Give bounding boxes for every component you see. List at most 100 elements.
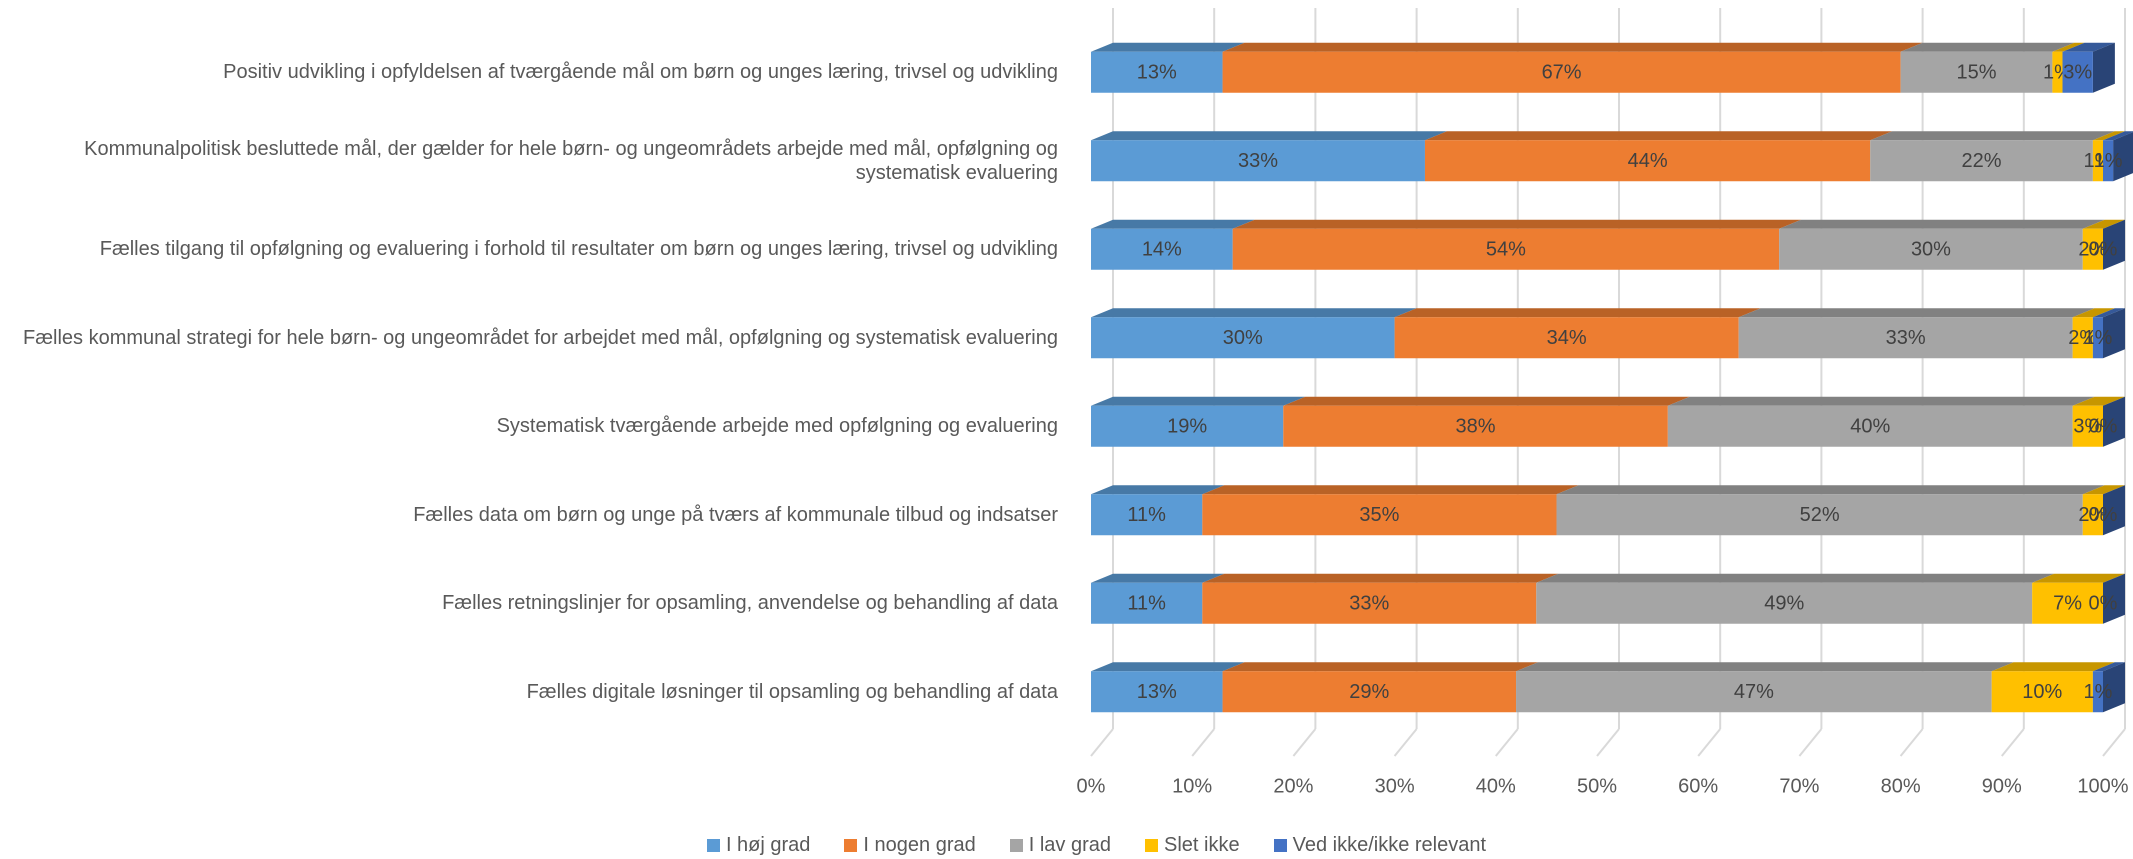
data-label: 14% <box>1142 239 1182 261</box>
bar-top <box>1091 308 1417 318</box>
data-label: 33% <box>1349 593 1389 615</box>
data-label: 11% <box>1127 504 1166 526</box>
legend-label: I lav grad <box>1028 834 1112 856</box>
bar-top <box>1394 308 1761 318</box>
bar-top <box>1870 131 2115 141</box>
bar-segment <box>1870 131 2115 182</box>
legend-label: I nogen grad <box>863 834 976 856</box>
bar-segment <box>2092 131 2125 182</box>
x-tick-label: 100% <box>2077 775 2128 797</box>
bar-top <box>1900 42 2075 52</box>
bar-top <box>1283 396 1690 406</box>
category-label: Systematisk tværgående arbejde med opføl… <box>496 415 1058 438</box>
grid-floor-line <box>2102 728 2126 757</box>
x-tick-label: 10% <box>1172 775 1212 797</box>
bar-front <box>1202 494 1557 536</box>
legend-swatch <box>1273 839 1287 852</box>
data-label: 15% <box>1956 62 1996 84</box>
bar-segment <box>1202 573 1559 624</box>
bar-top <box>2052 42 2085 52</box>
bar-front <box>1394 317 1739 359</box>
category-label: Fælles data om børn og unge på tværs af … <box>413 503 1058 526</box>
legend-label: Slet ikke <box>1164 834 1240 856</box>
bar-front <box>2072 405 2103 447</box>
legend-item: I høj grad <box>706 834 811 857</box>
bar-front <box>1091 228 1233 270</box>
bar-top <box>1091 219 1255 229</box>
bar-segment <box>1667 396 2095 447</box>
bar-top <box>2103 131 2133 141</box>
grid-floor-line <box>1393 728 1418 757</box>
data-label: 19% <box>1167 416 1207 438</box>
bar-front <box>1091 317 1395 359</box>
bar-segment <box>1516 662 2014 713</box>
legend-swatch <box>844 839 858 852</box>
legend-label: I høj grad <box>725 834 811 856</box>
data-label: 33% <box>1238 150 1278 172</box>
bar-segment <box>2103 573 2125 624</box>
bar-top <box>1536 573 2055 583</box>
category-label: Fælles kommunal strategi for hele børn- … <box>23 326 1058 349</box>
data-label: 11% <box>1127 593 1166 615</box>
bar-front <box>1536 582 2033 624</box>
bar-front <box>2072 317 2093 359</box>
bar-front <box>1091 494 1203 536</box>
grid-floor-line <box>1495 728 1519 757</box>
bar-segment <box>2072 308 2115 359</box>
bar-front <box>1232 228 1780 270</box>
bar-front <box>1202 582 1537 624</box>
data-label: 49% <box>1764 593 1804 615</box>
bar-front <box>1779 228 2083 270</box>
bar-side <box>2103 219 2125 270</box>
data-label: 44% <box>1628 150 1668 172</box>
category-label: Fælles digitale løsninger til opsamling … <box>526 680 1058 703</box>
x-tick-label: 0% <box>1077 775 1106 797</box>
bar-top <box>1424 131 1893 141</box>
data-label: 40% <box>1850 416 1890 438</box>
bar-top <box>2072 308 2115 318</box>
bar-top <box>1202 485 1579 495</box>
bar-segment <box>1556 485 2105 536</box>
legend-swatch <box>706 839 720 852</box>
data-label: 47% <box>1734 681 1774 703</box>
category-label: Positiv udvikling i opfyldelsen af tværg… <box>223 61 1058 84</box>
bar-top <box>1556 485 2105 495</box>
bar-segment <box>2082 485 2125 536</box>
data-label: 3% <box>2063 62 2092 84</box>
bar-segment <box>1202 485 1579 536</box>
bar-segment <box>1091 662 1245 713</box>
bar-front <box>2103 140 2114 182</box>
bar-segment <box>1091 219 1255 270</box>
bar-segment <box>2062 42 2115 93</box>
bar-top <box>1091 573 1225 583</box>
bar-segment <box>1779 219 2105 270</box>
x-tick-label: 30% <box>1375 775 1415 797</box>
data-label: 13% <box>1137 681 1177 703</box>
bar-segment <box>1424 131 1893 182</box>
category-label: Fælles retningslinjer for opsamling, anv… <box>442 592 1058 615</box>
bar-side <box>2092 42 2115 93</box>
bar-segment <box>2032 573 2125 624</box>
bar-top <box>1091 396 1306 406</box>
bar-top <box>2092 308 2125 318</box>
x-tick-label: 80% <box>1881 775 1921 797</box>
bar-segment <box>1222 662 1539 713</box>
data-label: 34% <box>1547 327 1587 349</box>
bar-front <box>1222 51 1901 93</box>
data-label: 54% <box>1486 239 1526 261</box>
bar-front <box>2092 317 2103 359</box>
bar-top <box>1091 42 1245 52</box>
data-label: 0% <box>2089 504 2118 526</box>
data-label: 2% <box>2078 504 2107 526</box>
bar-front <box>1667 405 2073 447</box>
data-label: 22% <box>1962 150 2002 172</box>
bar-top <box>1991 662 2115 672</box>
bar-segment <box>2103 131 2133 182</box>
legend-item: I lav grad <box>1009 834 1112 857</box>
bar-top <box>2092 131 2125 141</box>
data-label: 29% <box>1349 681 1389 703</box>
data-label: 30% <box>1223 327 1263 349</box>
data-label: 1% <box>2083 681 2112 703</box>
bar-front <box>1900 51 2053 93</box>
